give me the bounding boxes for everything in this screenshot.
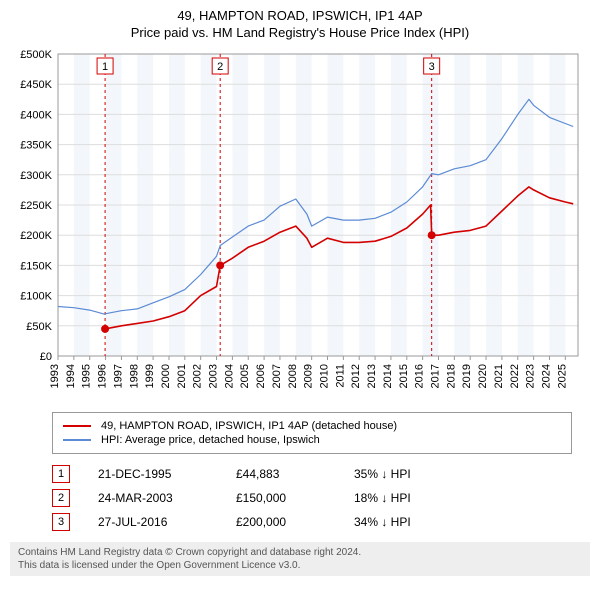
- legend-swatch-hpi: [63, 439, 91, 441]
- transaction-price: £44,883: [236, 467, 326, 481]
- svg-text:3: 3: [429, 61, 435, 73]
- svg-text:1995: 1995: [81, 364, 93, 388]
- svg-text:2023: 2023: [525, 364, 537, 388]
- svg-text:2003: 2003: [208, 364, 220, 388]
- chart-svg: £0 £50K £100K £150K £200K £250K £300K £350K £400…: [10, 46, 590, 406]
- svg-text:£0: £0: [40, 351, 52, 363]
- page-title: 49, HAMPTON ROAD, IPSWICH, IP1 4AP: [10, 8, 590, 23]
- transaction-badge: 3: [52, 513, 70, 531]
- svg-text:2016: 2016: [414, 364, 426, 388]
- svg-text:£150K: £150K: [20, 260, 52, 272]
- svg-text:2025: 2025: [556, 364, 568, 388]
- svg-text:2015: 2015: [398, 364, 410, 388]
- svg-text:£450K: £450K: [20, 79, 52, 91]
- transaction-date: 24-MAR-2003: [98, 491, 208, 505]
- svg-text:£250K: £250K: [20, 200, 52, 212]
- transaction-price: £200,000: [236, 515, 326, 529]
- svg-text:2012: 2012: [350, 364, 362, 388]
- svg-text:2005: 2005: [239, 364, 251, 388]
- transaction-diff: 34% ↓ HPI: [354, 515, 464, 529]
- transaction-row: 3 27-JUL-2016 £200,000 34% ↓ HPI: [52, 510, 590, 534]
- svg-text:1994: 1994: [65, 364, 77, 388]
- svg-text:£300K: £300K: [20, 170, 52, 182]
- footer-line2: This data is licensed under the Open Gov…: [18, 559, 582, 572]
- svg-text:1998: 1998: [128, 364, 140, 388]
- transaction-badge: 1: [52, 465, 70, 483]
- svg-text:2010: 2010: [319, 364, 331, 388]
- legend-swatch-paid: [63, 425, 91, 427]
- svg-text:2014: 2014: [382, 364, 394, 388]
- svg-text:2021: 2021: [493, 364, 505, 388]
- svg-text:1996: 1996: [97, 364, 109, 388]
- svg-text:2019: 2019: [461, 364, 473, 388]
- legend-row-hpi: HPI: Average price, detached house, Ipsw…: [63, 433, 561, 447]
- svg-text:2022: 2022: [509, 364, 521, 388]
- svg-text:£100K: £100K: [20, 291, 52, 303]
- page-subtitle: Price paid vs. HM Land Registry's House …: [10, 25, 590, 40]
- svg-text:£200K: £200K: [20, 230, 52, 242]
- svg-text:1999: 1999: [144, 364, 156, 388]
- transaction-list: 1 21-DEC-1995 £44,883 35% ↓ HPI 2 24-MAR…: [52, 462, 590, 534]
- svg-text:2020: 2020: [477, 364, 489, 388]
- svg-text:2017: 2017: [429, 364, 441, 388]
- transaction-price: £150,000: [236, 491, 326, 505]
- svg-text:£350K: £350K: [20, 140, 52, 152]
- svg-text:2002: 2002: [192, 364, 204, 388]
- svg-text:2009: 2009: [303, 364, 315, 388]
- transaction-date: 21-DEC-1995: [98, 467, 208, 481]
- svg-text:1: 1: [102, 61, 108, 73]
- svg-text:2024: 2024: [540, 364, 552, 388]
- svg-text:1997: 1997: [112, 364, 124, 388]
- svg-text:2001: 2001: [176, 364, 188, 388]
- svg-text:1993: 1993: [49, 364, 61, 388]
- svg-text:2008: 2008: [287, 364, 299, 388]
- legend-label-paid: 49, HAMPTON ROAD, IPSWICH, IP1 4AP (deta…: [101, 420, 397, 432]
- svg-text:2011: 2011: [334, 364, 346, 388]
- svg-text:2007: 2007: [271, 364, 283, 388]
- legend-row-paid: 49, HAMPTON ROAD, IPSWICH, IP1 4AP (deta…: [63, 419, 561, 433]
- footer-line1: Contains HM Land Registry data © Crown c…: [18, 546, 582, 559]
- price-chart: £0 £50K £100K £150K £200K £250K £300K £350K £400…: [10, 46, 590, 406]
- legend-label-hpi: HPI: Average price, detached house, Ipsw…: [101, 434, 320, 446]
- svg-text:2013: 2013: [366, 364, 378, 388]
- svg-text:£50K: £50K: [26, 321, 52, 333]
- svg-text:£400K: £400K: [20, 109, 52, 121]
- transaction-badge: 2: [52, 489, 70, 507]
- svg-text:2000: 2000: [160, 364, 172, 388]
- transaction-row: 1 21-DEC-1995 £44,883 35% ↓ HPI: [52, 462, 590, 486]
- svg-text:2018: 2018: [445, 364, 457, 388]
- transaction-date: 27-JUL-2016: [98, 515, 208, 529]
- svg-text:2: 2: [217, 61, 223, 73]
- svg-text:2006: 2006: [255, 364, 267, 388]
- legend: 49, HAMPTON ROAD, IPSWICH, IP1 4AP (deta…: [52, 412, 572, 454]
- transaction-diff: 18% ↓ HPI: [354, 491, 464, 505]
- transaction-row: 2 24-MAR-2003 £150,000 18% ↓ HPI: [52, 486, 590, 510]
- svg-text:2004: 2004: [223, 364, 235, 388]
- transaction-diff: 35% ↓ HPI: [354, 467, 464, 481]
- svg-text:£500K: £500K: [20, 49, 52, 61]
- footer-note: Contains HM Land Registry data © Crown c…: [10, 542, 590, 576]
